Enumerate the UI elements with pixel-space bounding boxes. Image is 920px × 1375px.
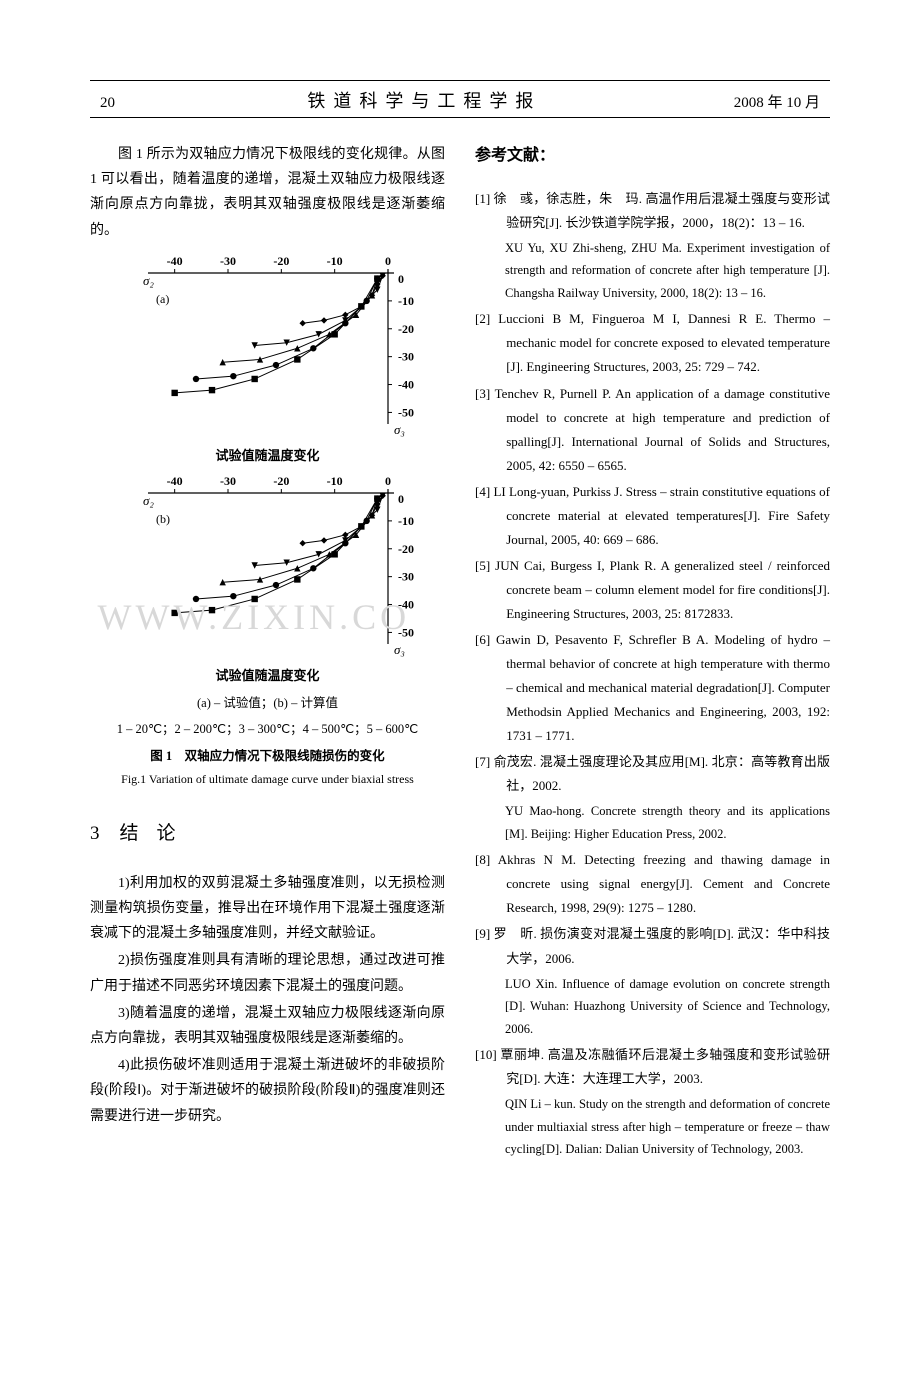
svg-text:-10: -10 — [326, 254, 342, 268]
chart-caption-en: Fig.1 Variation of ultimate damage curve… — [90, 769, 445, 791]
svg-text:-40: -40 — [398, 377, 414, 391]
chart-b: -40-30-20-1000-10-20-30-40-50σ₂σ₃(b) WWW… — [108, 473, 428, 668]
chart-subcaption: (a) – 试验值；(b) – 计算值 — [90, 692, 445, 715]
reference-item-en: LUO Xin. Influence of damage evolution o… — [475, 973, 830, 1041]
svg-text:-20: -20 — [273, 254, 289, 268]
svg-text:σ₃: σ₃ — [394, 642, 405, 657]
reference-item: [8] Akhras N M. Detecting freezing and t… — [475, 848, 830, 920]
reference-item: [2] Luccioni B M, Fingueroa M I, Dannesi… — [475, 307, 830, 379]
svg-text:σ₃: σ₃ — [394, 422, 405, 437]
reference-item: [1] 徐 彧，徐志胜，朱 玛. 高温作用后混凝土强度与变形试验研究[J]. 长… — [475, 187, 830, 235]
svg-text:-50: -50 — [398, 626, 414, 640]
journal-title: 铁道科学与工程学报 — [307, 87, 541, 113]
page-header: 20 铁道科学与工程学报 2008 年 10 月 — [90, 87, 830, 118]
reference-item: [9] 罗 昕. 损伤演变对混凝土强度的影响[D]. 武汉：华中科技大学，200… — [475, 922, 830, 970]
content-area: 图 1 所示为双轴应力情况下极限线的变化规律。从图 1 可以看出，随着温度的递增… — [90, 142, 830, 1164]
svg-text:-50: -50 — [398, 405, 414, 419]
reference-item-en: XU Yu, XU Zhi-sheng, ZHU Ma. Experiment … — [475, 237, 830, 305]
svg-text:-20: -20 — [273, 474, 289, 488]
page-date: 2008 年 10 月 — [734, 91, 820, 112]
reference-item: [7] 俞茂宏. 混凝土强度理论及其应用[M]. 北京：高等教育出版社，2002… — [475, 750, 830, 798]
reference-item: [10] 覃丽坤. 高温及冻融循环后混凝土多轴强度和变形试验研究[D]. 大连：… — [475, 1043, 830, 1091]
svg-text:-20: -20 — [398, 542, 414, 556]
svg-text:-30: -30 — [398, 349, 414, 363]
svg-text:-30: -30 — [220, 474, 236, 488]
intro-paragraph: 图 1 所示为双轴应力情况下极限线的变化规律。从图 1 可以看出，随着温度的递增… — [90, 142, 445, 243]
svg-text:σ₂: σ₂ — [143, 493, 154, 508]
reference-item: [5] JUN Cai, Burgess I, Plank R. A gener… — [475, 554, 830, 626]
svg-text:-40: -40 — [398, 598, 414, 612]
svg-text:-30: -30 — [220, 254, 236, 268]
svg-text:-40: -40 — [166, 254, 182, 268]
conclusion-item: 1)利用加权的双剪混凝土多轴强度准则，以无损检测测量构筑损伤变量，推导出在环境作… — [90, 871, 445, 947]
svg-text:-10: -10 — [398, 294, 414, 308]
svg-text:(a): (a) — [156, 292, 169, 306]
references-title: 参考文献： — [475, 142, 830, 171]
svg-text:-20: -20 — [398, 322, 414, 336]
svg-text:-10: -10 — [398, 514, 414, 528]
conclusion-item: 4)此损伤破坏准则适用于混凝土渐进破坏的非破损阶段(阶段Ⅰ)。对于渐进破坏的破损… — [90, 1053, 445, 1129]
reference-item: [4] LI Long-yuan, Purkiss J. Stress – st… — [475, 480, 830, 552]
reference-item: [6] Gawin D, Pesavento F, Schrefler B A.… — [475, 628, 830, 748]
svg-text:0: 0 — [385, 474, 391, 488]
svg-text:-40: -40 — [166, 474, 182, 488]
section-3-title: 3 结论 — [90, 817, 445, 851]
references-list: [1] 徐 彧，徐志胜，朱 玛. 高温作用后混凝土强度与变形试验研究[J]. 长… — [475, 187, 830, 1161]
svg-text:σ₂: σ₂ — [143, 273, 154, 288]
section-text: 结论 — [120, 823, 194, 844]
svg-text:-30: -30 — [398, 570, 414, 584]
svg-text:(b): (b) — [156, 512, 170, 526]
reference-item: [3] Tenchev R, Purnell P. An application… — [475, 382, 830, 478]
svg-text:0: 0 — [385, 254, 391, 268]
chart-legend-line: 1 – 20℃；2 – 200℃；3 – 300℃；4 – 500℃；5 – 6… — [90, 718, 445, 741]
reference-item-en: YU Mao-hong. Concrete strength theory an… — [475, 800, 830, 845]
svg-text:0: 0 — [398, 272, 404, 286]
svg-text:0: 0 — [398, 492, 404, 506]
page-number: 20 — [100, 95, 115, 112]
section-number: 3 — [90, 823, 100, 844]
chart-caption-zh: 图 1 双轴应力情况下极限线随损伤的变化 — [90, 745, 445, 768]
conclusion-item: 3)随着温度的递增，混凝土双轴应力极限线逐渐向原点方向靠拢，表明其双轴强度极限线… — [90, 1001, 445, 1051]
figure-1: -40-30-20-1000-10-20-30-40-50σ₂σ₃(a) 试验值… — [90, 253, 445, 791]
left-column: 图 1 所示为双轴应力情况下极限线的变化规律。从图 1 可以看出，随着温度的递增… — [90, 142, 445, 1164]
svg-text:-10: -10 — [326, 474, 342, 488]
chart-a: -40 -30 -20 -10 00 -10 -20 -30 -40 -50 σ₂ σ₃ (a) — [108, 253, 428, 448]
right-column: 参考文献： [1] 徐 彧，徐志胜，朱 玛. 高温作用后混凝土强度与变形试验研究… — [475, 142, 830, 1164]
conclusion-item: 2)损伤强度准则具有清晰的理论思想，通过改进可推广用于描述不同恶劣环境因素下混凝… — [90, 948, 445, 998]
reference-item-en: QIN Li – kun. Study on the strength and … — [475, 1093, 830, 1161]
